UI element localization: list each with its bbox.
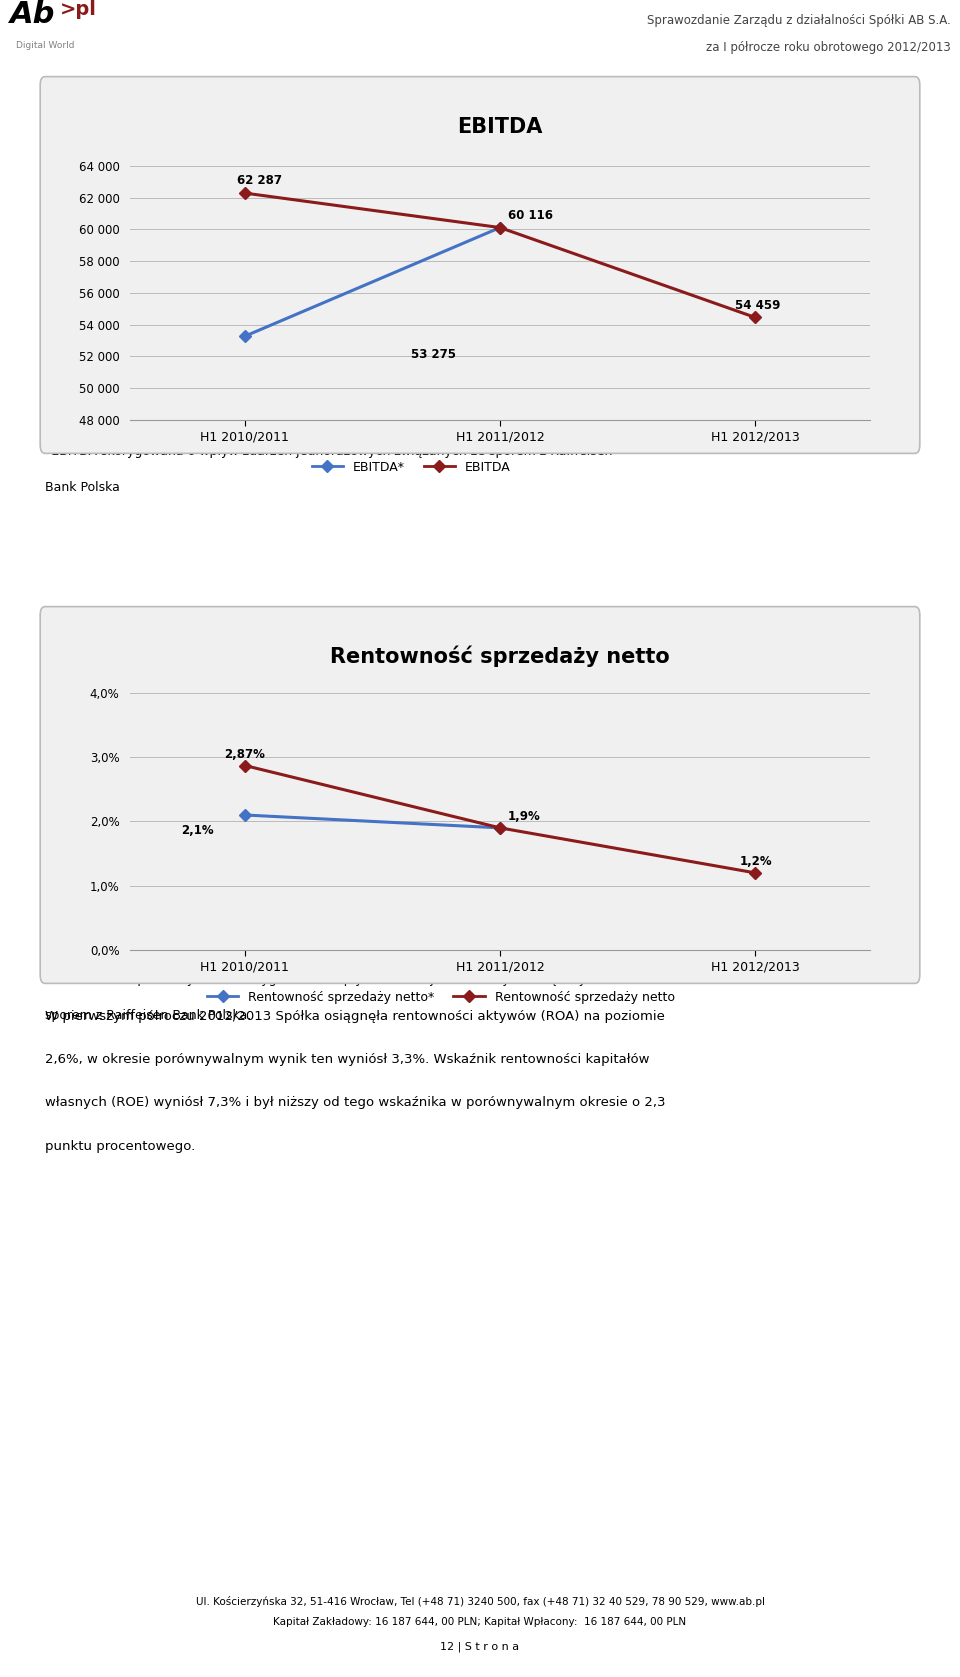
Text: Kapitał Zakładowy: 16 187 644, 00 PLN; Kapitał Wpłacony:  16 187 644, 00 PLN: Kapitał Zakładowy: 16 187 644, 00 PLN; K… — [274, 1617, 686, 1627]
Text: 2,1%: 2,1% — [181, 825, 214, 837]
Text: 62 287: 62 287 — [237, 174, 282, 188]
Text: 60 116: 60 116 — [508, 210, 553, 221]
Legend: Rentowność sprzedaży netto*, Rentowność sprzedaży netto: Rentowność sprzedaży netto*, Rentowność … — [202, 986, 680, 1008]
Text: 12 | S t r o n a: 12 | S t r o n a — [441, 1642, 519, 1652]
Text: Sprawozdanie Zarządu z działalności Spółki AB S.A.: Sprawozdanie Zarządu z działalności Spół… — [647, 13, 950, 27]
Text: 2,87%: 2,87% — [225, 748, 265, 761]
Text: Ul. Kościerzyńska 32, 51-416 Wrocław, Tel (+48 71) 3240 500, fax (+48 71) 32 40 : Ul. Kościerzyńska 32, 51-416 Wrocław, Te… — [196, 1597, 764, 1607]
Text: za I półrocze roku obrotowego 2012/2013: za I półrocze roku obrotowego 2012/2013 — [706, 42, 950, 54]
Title: Rentowność sprzedaży netto: Rentowność sprzedaży netto — [330, 646, 670, 667]
Text: 53 275: 53 275 — [411, 349, 456, 362]
Text: 54 459: 54 459 — [734, 299, 780, 312]
Text: 1,9%: 1,9% — [508, 810, 540, 823]
Title: EBITDA: EBITDA — [457, 117, 542, 138]
Text: Digital World: Digital World — [16, 40, 75, 50]
Text: W pierwszym półroczu 2012/2013 Spółka osiągnęła rentowności aktywów (ROA) na poz: W pierwszym półroczu 2012/2013 Spółka os… — [45, 1010, 665, 1023]
Text: >pl: >pl — [60, 0, 96, 18]
Text: 1,2%: 1,2% — [740, 855, 773, 869]
Text: Bank Polska: Bank Polska — [45, 481, 120, 493]
Text: sporem z Raiffeisen Bank Polska.: sporem z Raiffeisen Bank Polska. — [45, 1010, 252, 1021]
Text: 2,6%, w okresie porównywalnym wynik ten wyniósł 3,3%. Wskaźnik rentowności kapit: 2,6%, w okresie porównywalnym wynik ten … — [45, 1053, 650, 1067]
Legend: EBITDA*, EBITDA: EBITDA*, EBITDA — [306, 456, 516, 478]
Text: Ab: Ab — [10, 0, 56, 29]
Text: *Rentowność sprzedaży netto skorygowana o wpływ zdarzeń jednorazowych związanych: *Rentowność sprzedaży netto skorygowana … — [45, 973, 619, 986]
Text: własnych (ROE) wyniósł 7,3% i był niższy od tego wskaźnika w porównywalnym okres: własnych (ROE) wyniósł 7,3% i był niższy… — [45, 1097, 665, 1110]
Text: punktu procentowego.: punktu procentowego. — [45, 1140, 195, 1152]
Text: *EBITDA skorygowana o wpływ zdarzeń jednorazowych związanych ze sporem z Raiffei: *EBITDA skorygowana o wpływ zdarzeń jedn… — [45, 444, 612, 458]
